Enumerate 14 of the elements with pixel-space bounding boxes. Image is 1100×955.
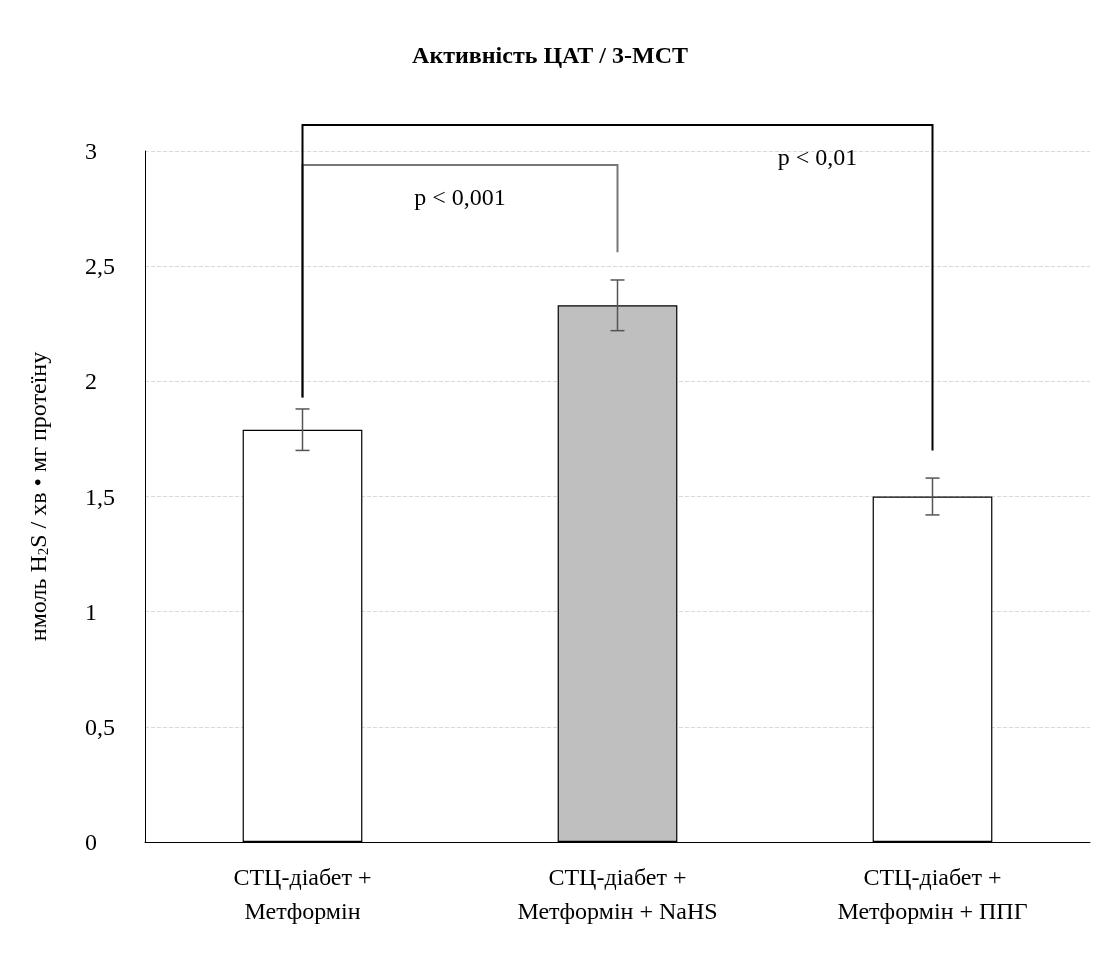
- y-tick-label: 2,5: [85, 253, 115, 280]
- y-tick-label: 1,5: [85, 483, 115, 510]
- x-tick-label: СТЦ-діабет + Метформін: [233, 864, 372, 924]
- annotation: p < 0,01: [777, 144, 858, 170]
- y-tick-label: 1: [85, 598, 97, 625]
- y-tick-label: 3: [85, 138, 97, 164]
- annotation: p < 0,001: [414, 184, 506, 210]
- y-tick-label: 2: [85, 368, 97, 395]
- y-axis-title: нмоль H2S / хв • мг протеїну: [25, 351, 51, 642]
- x-tick-label: СТЦ-діабет + Метформін + NaHS: [517, 864, 718, 924]
- chart-title: Активність ЦАТ / 3-МСТ: [412, 42, 688, 68]
- y-tick-label: 0: [85, 829, 97, 855]
- y-tick-label: 0,5: [85, 713, 115, 740]
- x-tick-label: СТЦ-діабет + Метформін + ППГ: [837, 864, 1028, 924]
